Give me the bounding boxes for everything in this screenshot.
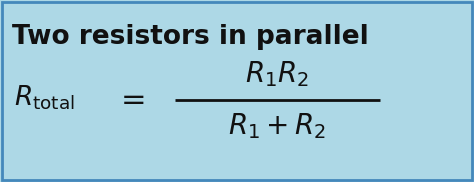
Text: $R_1R_2$: $R_1R_2$: [246, 59, 310, 89]
Text: Two resistors in parallel: Two resistors in parallel: [12, 24, 369, 50]
Text: $R_{\mathsf{total}}$: $R_{\mathsf{total}}$: [14, 84, 75, 112]
FancyBboxPatch shape: [2, 2, 472, 180]
Text: $R_1 + R_2$: $R_1 + R_2$: [228, 111, 327, 141]
Text: $=$: $=$: [115, 84, 145, 112]
